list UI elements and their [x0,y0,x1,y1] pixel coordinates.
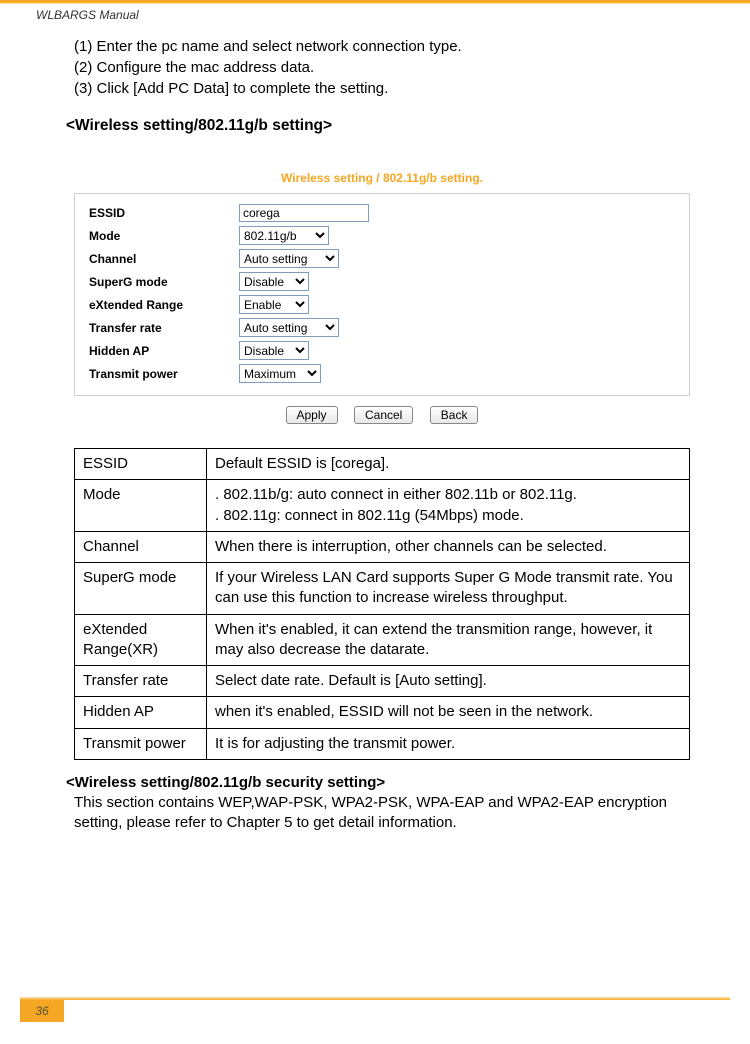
figure-caption: Wireless setting / 802.11g/b setting. [74,171,690,185]
label-hidden: Hidden AP [85,339,235,362]
page-number: 36 [20,1000,64,1022]
manual-title: WLBARGS Manual [36,8,139,22]
select-channel[interactable]: Auto setting [239,249,339,268]
footer-accent-line [20,997,730,1000]
label-essid: ESSID [85,202,235,224]
section-heading-wireless: <Wireless setting/802.11g/b setting> [66,117,690,135]
desc-val-mode: . 802.11b/g: auto connect in either 802.… [207,480,690,532]
desc-val-xr: When it's enabled, it can extend the tra… [207,614,690,666]
button-row: Apply Cancel Back [74,406,690,424]
desc-key-rate: Transfer rate [75,666,207,697]
select-mode[interactable]: 802.11g/b [239,226,329,245]
settings-table: ESSID Mode 802.11g/b Channel Auto settin… [85,202,679,385]
apply-button[interactable]: Apply [286,406,338,424]
select-xr[interactable]: Enable [239,295,309,314]
desc-key-hidden: Hidden AP [75,697,207,728]
desc-val-txpower: It is for adjusting the transmit power. [207,728,690,759]
desc-key-essid: ESSID [75,449,207,480]
section-heading-security: <Wireless setting/802.11g/b security set… [66,774,690,791]
step-1: (1) Enter the pc name and select network… [74,36,690,57]
step-2: (2) Configure the mac address data. [74,57,690,78]
label-txpower: Transmit power [85,362,235,385]
cancel-button[interactable]: Cancel [354,406,413,424]
label-rate: Transfer rate [85,316,235,339]
desc-key-xr: eXtended Range(XR) [75,614,207,666]
desc-val-superg: If your Wireless LAN Card supports Super… [207,563,690,615]
section-body-security: This section contains WEP,WAP-PSK, WPA2-… [74,793,690,834]
desc-key-channel: Channel [75,531,207,562]
desc-key-mode: Mode [75,480,207,532]
label-superg: SuperG mode [85,270,235,293]
description-table: ESSID Default ESSID is [corega]. Mode . … [74,448,690,760]
desc-val-channel: When there is interruption, other channe… [207,531,690,562]
back-button[interactable]: Back [430,406,479,424]
input-essid[interactable] [239,204,369,222]
desc-key-superg: SuperG mode [75,563,207,615]
settings-panel: ESSID Mode 802.11g/b Channel Auto settin… [74,193,690,396]
desc-key-txpower: Transmit power [75,728,207,759]
step-3: (3) Click [Add PC Data] to complete the … [74,78,690,99]
desc-val-essid: Default ESSID is [corega]. [207,449,690,480]
page-top-accent [0,0,750,4]
label-xr: eXtended Range [85,293,235,316]
select-superg[interactable]: Disable [239,272,309,291]
label-mode: Mode [85,224,235,247]
select-hidden[interactable]: Disable [239,341,309,360]
step-list: (1) Enter the pc name and select network… [74,36,690,99]
desc-val-hidden: when it's enabled, ESSID will not be see… [207,697,690,728]
label-channel: Channel [85,247,235,270]
select-txpower[interactable]: Maximum [239,364,321,383]
select-rate[interactable]: Auto setting [239,318,339,337]
desc-val-rate: Select date rate. Default is [Auto setti… [207,666,690,697]
page-content: (1) Enter the pc name and select network… [74,36,690,833]
